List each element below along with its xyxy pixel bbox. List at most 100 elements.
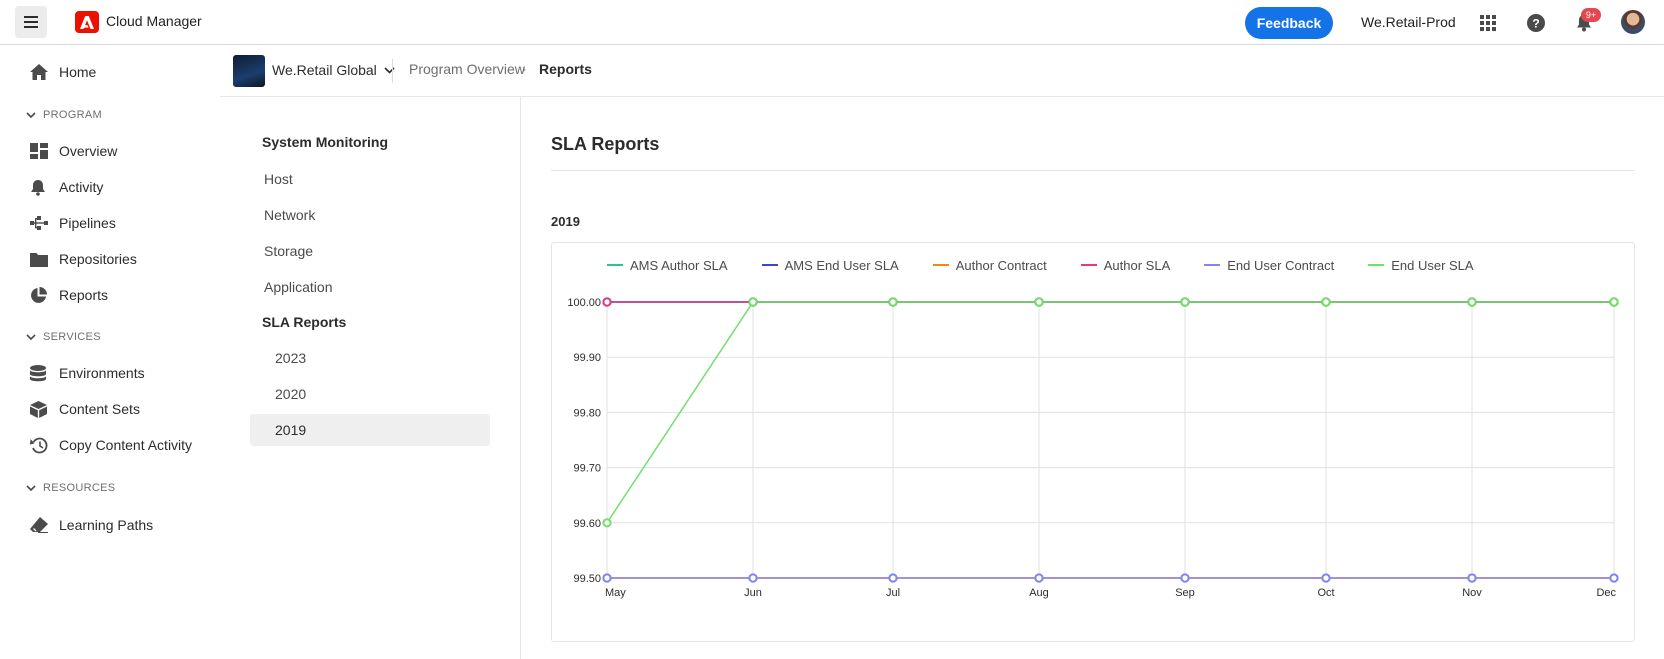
breadcrumb-current: Reports	[539, 61, 592, 77]
sla-chart: AMS Author SLA AMS End User SLA Author Con…	[551, 242, 1635, 642]
x-tick-label: Jul	[886, 587, 900, 599]
y-tick-label: 99.60	[573, 518, 601, 530]
legend-label: Author SLA	[1103, 257, 1171, 273]
left-nav: Home PROGRAM Overview Activity Pipelines…	[0, 45, 220, 659]
nav-environments-label: Environments	[59, 365, 145, 381]
app-title: Cloud Manager	[106, 13, 202, 29]
menu-icon	[24, 16, 38, 28]
x-tick-label: Sep	[1175, 587, 1195, 599]
subnav-item-2020[interactable]: 2020	[250, 378, 490, 410]
data-point	[602, 573, 612, 583]
nav-repositories-label: Repositories	[59, 251, 137, 267]
nav-home[interactable]: Home	[30, 60, 96, 84]
data-point	[1321, 573, 1331, 583]
notification-badge: 9+	[1581, 8, 1601, 22]
legend-label: AMS End User SLA	[784, 257, 899, 273]
data-point	[1321, 297, 1331, 307]
y-tick-label: 99.90	[573, 352, 601, 364]
subnav-item-2023[interactable]: 2023	[250, 342, 490, 374]
subnav-item-network[interactable]: Network	[250, 199, 490, 231]
nav-environments[interactable]: Environments	[30, 361, 145, 385]
subnav-label: 2019	[275, 422, 307, 438]
nav-repositories[interactable]: Repositories	[30, 247, 137, 271]
data-point	[748, 573, 758, 583]
nav-reports[interactable]: Reports	[30, 283, 108, 307]
legend-swatch	[1368, 264, 1385, 266]
subnav-heading-system-monitoring[interactable]: System Monitoring	[262, 134, 389, 150]
data-point	[888, 297, 898, 307]
pipeline-icon	[30, 214, 52, 232]
program-switcher[interactable]: We.Retail Global	[272, 62, 395, 78]
data-point	[1609, 297, 1619, 307]
legend-swatch	[932, 264, 949, 266]
subnav-divider	[520, 97, 521, 659]
nav-activity[interactable]: Activity	[30, 175, 103, 199]
nav-copy-content-activity[interactable]: Copy Content Activity	[30, 433, 192, 457]
nav-content-sets-label: Content Sets	[59, 401, 140, 417]
series-line	[606, 301, 1614, 524]
data-point	[1180, 297, 1190, 307]
nav-copy-content-activity-label: Copy Content Activity	[59, 437, 193, 453]
program-thumbnail	[233, 55, 265, 87]
adobe-logo[interactable]	[75, 11, 99, 33]
y-tick-label: 99.50	[573, 573, 601, 585]
subnav-label: Storage	[264, 243, 314, 259]
data-point	[1467, 297, 1477, 307]
nav-pipelines-label: Pipelines	[59, 215, 116, 231]
title-divider	[551, 170, 1635, 171]
feedback-button[interactable]: Feedback	[1245, 7, 1333, 39]
y-tick-label: 99.80	[573, 407, 601, 419]
user-avatar[interactable]	[1621, 10, 1645, 34]
org-switcher[interactable]: We.Retail-Prod	[1361, 14, 1456, 30]
apps-grid-button[interactable]	[1476, 11, 1500, 35]
subnav-item-host[interactable]: Host	[250, 163, 490, 195]
legend-swatch	[1080, 264, 1097, 266]
help-button[interactable]: ?	[1524, 11, 1548, 35]
x-tick-label: Oct	[1317, 587, 1334, 599]
nav-section-services[interactable]: SERVICES	[26, 329, 101, 345]
nav-reports-label: Reports	[59, 287, 109, 303]
nav-overview-label: Overview	[59, 143, 118, 159]
subnav-label: 2023	[275, 350, 307, 366]
breadcrumb-bar: We.Retail Global Program Overview › Repo…	[220, 45, 1664, 97]
nav-content-sets[interactable]: Content Sets	[30, 397, 140, 421]
report-year-heading: 2019	[551, 214, 580, 229]
help-icon: ?	[1527, 14, 1545, 32]
nav-home-label: Home	[59, 64, 97, 80]
data-point	[602, 518, 612, 528]
legend-item[interactable]: End User SLA	[1368, 257, 1474, 273]
legend-label: Author Contract	[955, 257, 1047, 273]
chevron-down-icon	[26, 334, 36, 340]
menu-button[interactable]	[15, 6, 47, 38]
data-point	[888, 573, 898, 583]
subnav-label: Network	[264, 207, 316, 223]
program-name: We.Retail Global	[272, 62, 377, 78]
nav-section-resources[interactable]: RESOURCES	[26, 480, 115, 496]
subnav-item-storage[interactable]: Storage	[250, 235, 490, 267]
subnav-item-2019[interactable]: 2019	[250, 414, 490, 446]
pie-chart-icon	[30, 286, 52, 304]
subnav-heading-sla-reports[interactable]: SLA Reports	[262, 314, 347, 330]
chevron-down-icon	[384, 66, 395, 74]
legend-item[interactable]: Author SLA	[1080, 257, 1171, 273]
chevron-down-icon	[26, 485, 36, 491]
nav-section-program[interactable]: PROGRAM	[26, 107, 102, 123]
legend-label: End User SLA	[1391, 257, 1474, 273]
nav-activity-label: Activity	[59, 179, 104, 195]
nav-overview[interactable]: Overview	[30, 139, 117, 163]
database-icon	[30, 364, 52, 382]
breadcrumb-divider	[392, 59, 393, 83]
legend-item[interactable]: AMS Author SLA	[607, 258, 728, 273]
chevron-right-icon: ›	[522, 62, 526, 76]
nav-pipelines[interactable]: Pipelines	[30, 211, 116, 235]
breadcrumb-program-overview[interactable]: Program Overview	[409, 61, 525, 77]
legend-swatch	[761, 264, 778, 266]
subnav-item-application[interactable]: Application	[250, 271, 490, 303]
legend-item[interactable]: Author Contract	[932, 257, 1047, 273]
legend-item[interactable]: AMS End User SLA	[761, 257, 899, 273]
nav-learning-paths-label: Learning Paths	[59, 517, 154, 533]
nav-learning-paths[interactable]: Learning Paths	[30, 513, 153, 537]
legend-item[interactable]: End User Contract	[1204, 258, 1334, 273]
subnav-label: Host	[264, 171, 293, 187]
legend-swatch	[607, 264, 623, 266]
